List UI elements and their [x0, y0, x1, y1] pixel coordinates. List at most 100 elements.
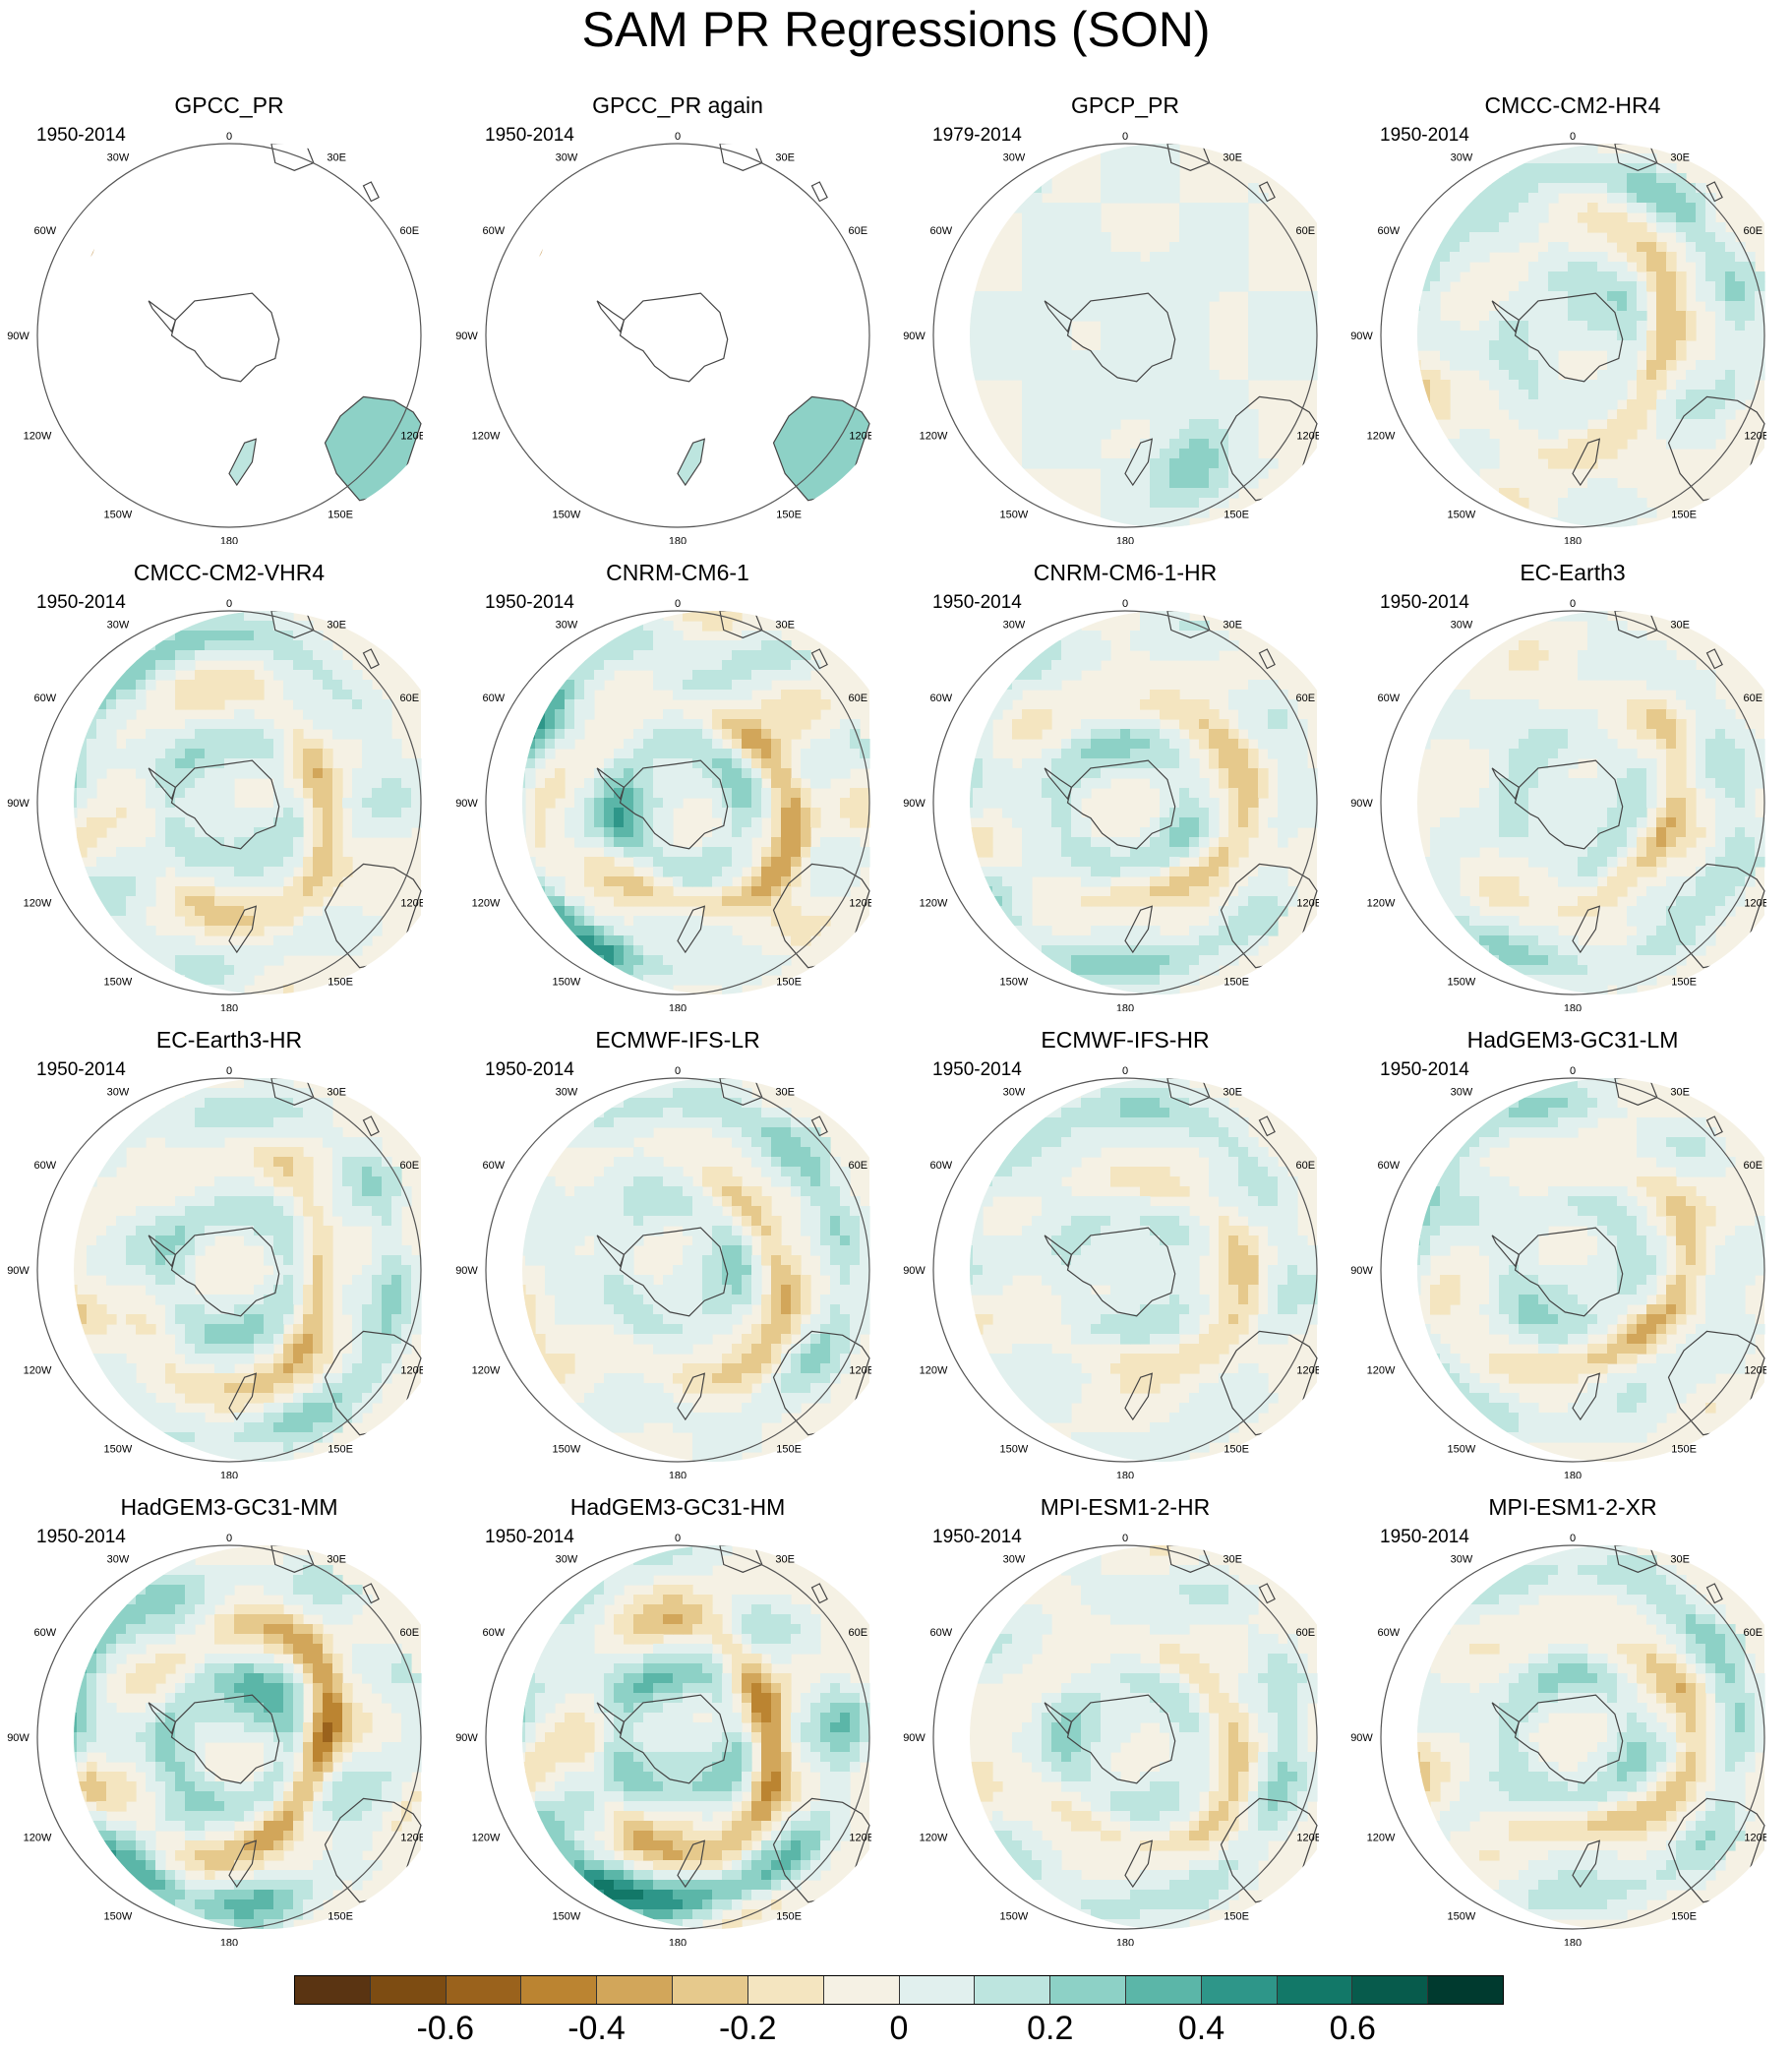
field-cell: [1509, 788, 1520, 799]
field-cell: [712, 680, 723, 691]
field-cell: [761, 660, 772, 671]
field-cell: [1091, 203, 1102, 213]
field-cell: [1160, 291, 1170, 302]
field-cell: [1715, 360, 1726, 371]
field-cell: [1548, 409, 1559, 420]
field-cell: [195, 975, 206, 986]
field-cell: [1656, 262, 1667, 272]
panel-title: CMCC-CM2-VHR4: [133, 560, 326, 585]
field-cell: [1548, 429, 1559, 440]
field-cell: [555, 935, 566, 946]
field-cell: [116, 926, 127, 936]
field-cell: [1420, 709, 1431, 720]
field-cell: [1676, 380, 1687, 391]
field-cell: [1287, 301, 1298, 312]
field-cell: [1417, 758, 1421, 769]
field-cell: [1140, 262, 1151, 272]
field-cell: [1248, 301, 1259, 312]
field-cell: [1160, 340, 1170, 351]
field-cell: [116, 670, 127, 681]
field-cell: [126, 699, 137, 710]
field-cell: [1676, 768, 1687, 779]
field-cell: [1120, 857, 1131, 868]
field-cell: [1120, 301, 1131, 312]
field-cell: [1440, 409, 1451, 420]
field-cell: [1646, 153, 1657, 164]
field-cell: [214, 758, 225, 769]
field-cell: [283, 857, 294, 868]
field-cell: [1538, 331, 1549, 341]
field-cell: [992, 291, 1003, 302]
field-cell: [1519, 222, 1529, 233]
field-cell: [234, 837, 245, 848]
field-cell: [1578, 340, 1588, 351]
field-cell: [165, 817, 176, 828]
field-cell: [244, 758, 255, 769]
field-cell: [205, 886, 215, 897]
field-cell: [224, 719, 235, 730]
field-cell: [1509, 709, 1520, 720]
field-cell: [1042, 935, 1052, 946]
field-cell: [1538, 252, 1549, 263]
field-cell: [761, 680, 772, 691]
field-cell: [273, 916, 284, 927]
field-cell: [1705, 739, 1716, 750]
field-cell: [692, 847, 703, 858]
field-cell: [1401, 252, 1411, 263]
longitude-label: 120W: [920, 897, 948, 909]
field-cell: [195, 965, 206, 976]
field-cell: [1189, 340, 1200, 351]
field-cell: [1238, 847, 1249, 858]
field-cell: [643, 886, 654, 897]
field-cell: [1558, 340, 1569, 351]
field-cell: [1130, 153, 1141, 164]
field-cell: [1042, 640, 1052, 651]
field-cell: [1022, 232, 1033, 243]
field-cell: [96, 916, 107, 927]
field-cell: [1219, 758, 1229, 769]
field-cell: [283, 670, 294, 681]
field-cell: [1519, 709, 1529, 720]
field-cell: [214, 749, 225, 759]
field-cell: [175, 660, 186, 671]
field-cell: [96, 719, 107, 730]
field-cell: [1179, 768, 1190, 779]
field-cell: [1002, 370, 1013, 381]
coastline: [810, 648, 828, 670]
field-cell: [594, 935, 605, 946]
field-cell: [633, 926, 644, 936]
field-cell: [293, 640, 304, 651]
field-cell: [244, 906, 255, 917]
field-cell: [1091, 390, 1102, 400]
field-cell: [742, 817, 752, 828]
field-cell: [751, 650, 762, 661]
field-cell: [1169, 370, 1180, 381]
field-cell: [1110, 144, 1121, 154]
field-cell: [791, 867, 802, 877]
field-cell: [1597, 670, 1608, 681]
field-cell: [1150, 173, 1161, 184]
field-cell: [983, 709, 993, 720]
field-cell: [1637, 311, 1647, 322]
map-field: [522, 611, 870, 994]
field-cell: [1130, 399, 1141, 410]
field-cell: [1538, 719, 1549, 730]
field-cell: [273, 945, 284, 956]
field-cell: [820, 876, 831, 887]
field-cell: [1587, 517, 1598, 527]
field-cell: [1061, 203, 1072, 213]
field-cell: [1140, 827, 1151, 838]
field-cell: [1228, 699, 1239, 710]
field-cell: [1199, 301, 1210, 312]
field-cell: [933, 798, 944, 809]
field-cell: [1568, 409, 1579, 420]
field-cell: [732, 640, 743, 651]
field-cell: [1110, 262, 1121, 272]
field-cell: [732, 827, 743, 838]
field-cell: [1199, 640, 1210, 651]
field-cell: [1460, 252, 1470, 263]
field-cell: [283, 847, 294, 858]
field-cell: [332, 650, 343, 661]
field-cell: [1528, 709, 1539, 720]
field-cell: [1228, 262, 1239, 272]
